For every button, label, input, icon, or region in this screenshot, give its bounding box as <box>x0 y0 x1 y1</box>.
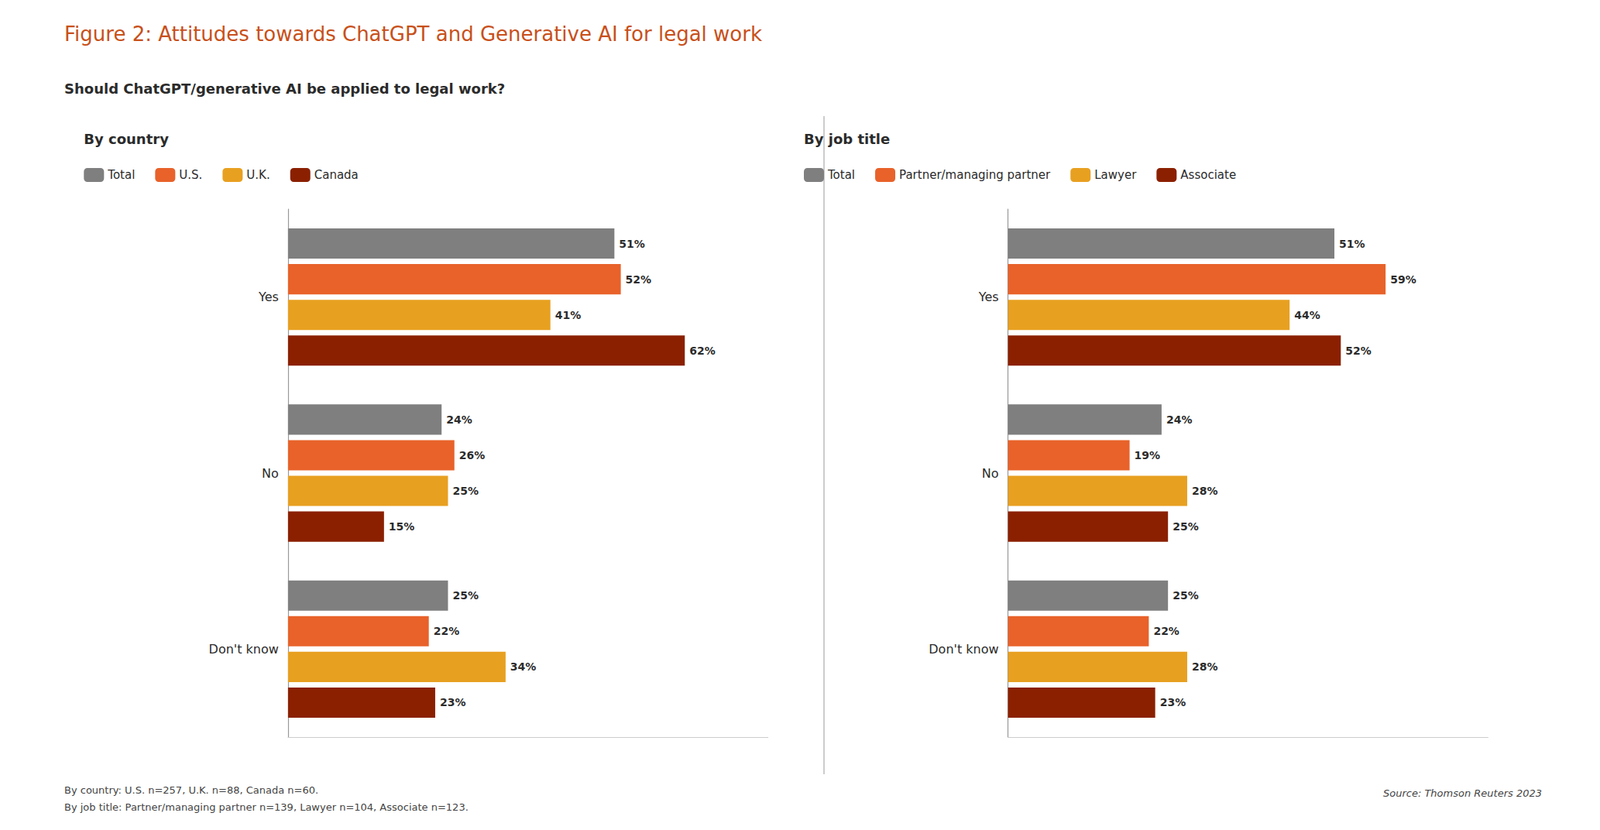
svg-text:Total: Total <box>106 168 135 182</box>
svg-text:23%: 23% <box>439 696 467 709</box>
svg-text:U.S.: U.S. <box>178 168 203 182</box>
svg-text:59%: 59% <box>1390 273 1417 286</box>
svg-text:Associate: Associate <box>1180 168 1237 182</box>
svg-text:22%: 22% <box>1153 624 1180 638</box>
svg-text:19%: 19% <box>1134 449 1161 462</box>
svg-text:24%: 24% <box>446 413 473 426</box>
svg-text:No: No <box>261 466 279 481</box>
svg-text:52%: 52% <box>1345 344 1372 358</box>
svg-text:28%: 28% <box>1191 484 1219 498</box>
svg-text:41%: 41% <box>555 309 582 322</box>
svg-text:Partner/managing partner: Partner/managing partner <box>899 168 1051 182</box>
svg-text:Should ChatGPT/generative AI b: Should ChatGPT/generative AI be applied … <box>64 80 505 97</box>
svg-text:25%: 25% <box>452 589 479 602</box>
svg-text:Canada: Canada <box>314 168 359 182</box>
svg-text:Source: Thomson Reuters 2023: Source: Thomson Reuters 2023 <box>1383 787 1542 800</box>
svg-text:15%: 15% <box>388 520 416 533</box>
svg-text:28%: 28% <box>1191 660 1219 673</box>
svg-text:51%: 51% <box>618 237 646 251</box>
svg-text:By job title: Partner/managing: By job title: Partner/managing partner n… <box>64 801 469 814</box>
svg-text:Don't know: Don't know <box>928 642 999 657</box>
svg-text:Yes: Yes <box>978 289 1000 305</box>
svg-text:By country: U.S. n=257, U.K. n: By country: U.S. n=257, U.K. n=88, Canad… <box>64 784 319 797</box>
svg-text:Lawyer: Lawyer <box>1094 168 1137 182</box>
svg-text:By job title: By job title <box>803 130 890 148</box>
svg-text:23%: 23% <box>1160 696 1187 709</box>
svg-text:62%: 62% <box>689 344 716 358</box>
svg-text:44%: 44% <box>1294 309 1321 322</box>
svg-text:U.K.: U.K. <box>246 168 270 182</box>
svg-text:Don't know: Don't know <box>209 642 279 657</box>
svg-text:22%: 22% <box>433 624 461 638</box>
svg-text:Total: Total <box>827 168 855 182</box>
svg-text:52%: 52% <box>625 273 653 286</box>
svg-text:26%: 26% <box>459 449 486 462</box>
svg-text:24%: 24% <box>1166 413 1193 426</box>
svg-text:51%: 51% <box>1339 237 1366 251</box>
svg-text:25%: 25% <box>452 484 479 498</box>
svg-text:34%: 34% <box>510 660 537 673</box>
svg-text:By country: By country <box>83 130 169 148</box>
svg-text:25%: 25% <box>1172 520 1199 533</box>
svg-text:No: No <box>981 466 1000 481</box>
svg-text:Yes: Yes <box>257 289 279 305</box>
svg-text:Figure 2: Attitudes towards Ch: Figure 2: Attitudes towards ChatGPT and … <box>64 22 763 46</box>
svg-text:25%: 25% <box>1172 589 1199 602</box>
